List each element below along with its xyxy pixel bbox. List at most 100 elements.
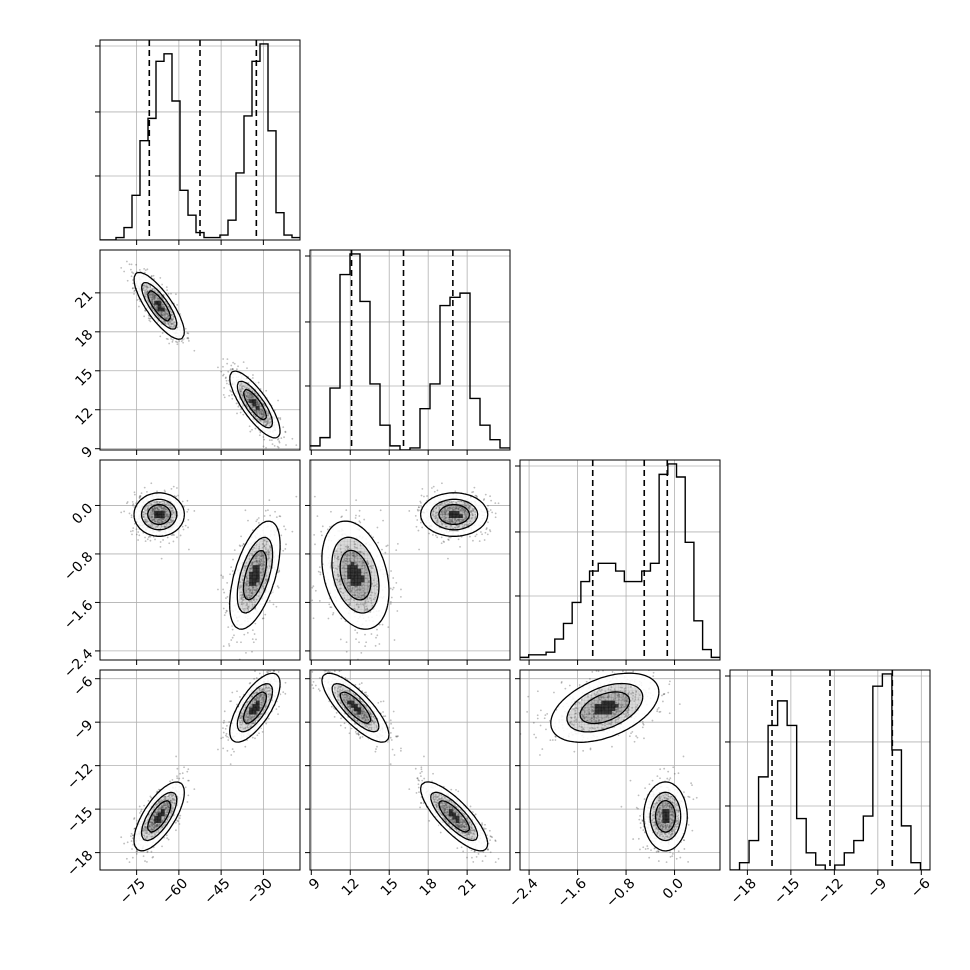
scatter-point (157, 508, 160, 511)
scatter-point (443, 509, 446, 512)
scatter-point (265, 575, 268, 577)
density-cell (255, 399, 260, 403)
scatter-point (132, 503, 135, 505)
scatter-point (160, 507, 163, 510)
scatter-point (256, 403, 258, 405)
scatter-point (416, 519, 419, 521)
density-cell (133, 510, 138, 515)
density-cell (272, 534, 277, 539)
density-cell (347, 561, 352, 566)
scatter-point (248, 597, 251, 599)
scatter-point (246, 607, 249, 610)
density-cell (137, 277, 142, 281)
scatter-point (152, 303, 155, 306)
scatter-point (256, 560, 258, 563)
density-cell (262, 554, 267, 559)
scatter-point (362, 561, 365, 564)
scatter-point (249, 396, 252, 399)
density-cell (354, 605, 358, 610)
scatter-point (441, 482, 443, 485)
density-cell (421, 514, 426, 519)
scatter-point (457, 507, 460, 510)
scatter-point (382, 519, 384, 522)
density-cell (177, 321, 182, 325)
scatter-point (230, 566, 233, 568)
scatter-point (135, 271, 138, 273)
density-cell (343, 524, 348, 529)
scatter-point (254, 410, 256, 412)
scatter-point (246, 577, 249, 580)
density-cell (252, 419, 257, 424)
density-cell (340, 568, 345, 573)
scatter-point (257, 517, 260, 519)
scatter-point (368, 565, 370, 568)
scatter-point (132, 272, 135, 275)
scatter-point (370, 571, 373, 573)
density-cell (371, 568, 375, 573)
density-cell (235, 568, 240, 573)
density-cell (242, 551, 247, 556)
scatter-point (352, 555, 355, 557)
scatter-point (144, 289, 146, 292)
scatter-point (371, 591, 374, 594)
scatter-point (342, 592, 344, 595)
scatter-point (175, 495, 178, 498)
density-cell (269, 527, 274, 532)
density-cell (252, 405, 257, 410)
scatter-point (155, 506, 158, 509)
scatter-point (151, 509, 154, 512)
density-cell (147, 521, 152, 525)
scatter-point (158, 311, 161, 314)
density-cell (150, 294, 155, 298)
scatter-point (269, 565, 271, 568)
scatter-point (361, 562, 364, 565)
scatter-point (327, 617, 330, 620)
density-cell (245, 558, 250, 563)
scatter-point (351, 587, 354, 590)
scatter-point (163, 489, 166, 492)
scatter-point (364, 577, 367, 580)
scatter-point (260, 555, 262, 558)
scatter-point (355, 561, 358, 564)
scatter-point (153, 297, 155, 300)
density-cell (354, 551, 358, 556)
density-cell (354, 582, 358, 586)
density-cell (357, 612, 362, 617)
scatter-point (145, 518, 148, 521)
density-cell (249, 392, 253, 397)
density-cell (330, 582, 335, 586)
scatter-point (263, 414, 265, 417)
scatter-point (312, 585, 315, 588)
scatter-point (164, 308, 167, 311)
scatter-point (167, 323, 170, 326)
density-cell (150, 497, 155, 502)
density-cell (364, 537, 369, 542)
scatter-point (248, 558, 251, 560)
density-cell (177, 327, 182, 332)
scatter-point (421, 487, 424, 490)
density-cell (272, 568, 277, 573)
scatter-point (435, 516, 438, 519)
scatter-point (251, 563, 254, 565)
density-cell (262, 531, 267, 535)
density-cell (249, 416, 253, 420)
scatter-point (250, 594, 253, 597)
scatter-point (448, 521, 451, 523)
density-cell (384, 602, 389, 607)
scatter-point (162, 305, 165, 308)
density-cell (245, 541, 250, 546)
density-cell (343, 554, 348, 559)
scatter-point (450, 500, 453, 503)
scatter-point (341, 515, 343, 518)
density-cell (354, 568, 358, 573)
scatter-point (352, 552, 354, 555)
scatter-point (441, 523, 444, 526)
scatter-point (173, 534, 175, 536)
scatter-point (367, 562, 370, 565)
density-cell (326, 568, 331, 573)
density-cell (432, 514, 436, 519)
scatter-point (373, 585, 375, 588)
scatter-point (345, 555, 348, 558)
scatter-point (260, 562, 263, 565)
scatter-point (263, 413, 265, 416)
